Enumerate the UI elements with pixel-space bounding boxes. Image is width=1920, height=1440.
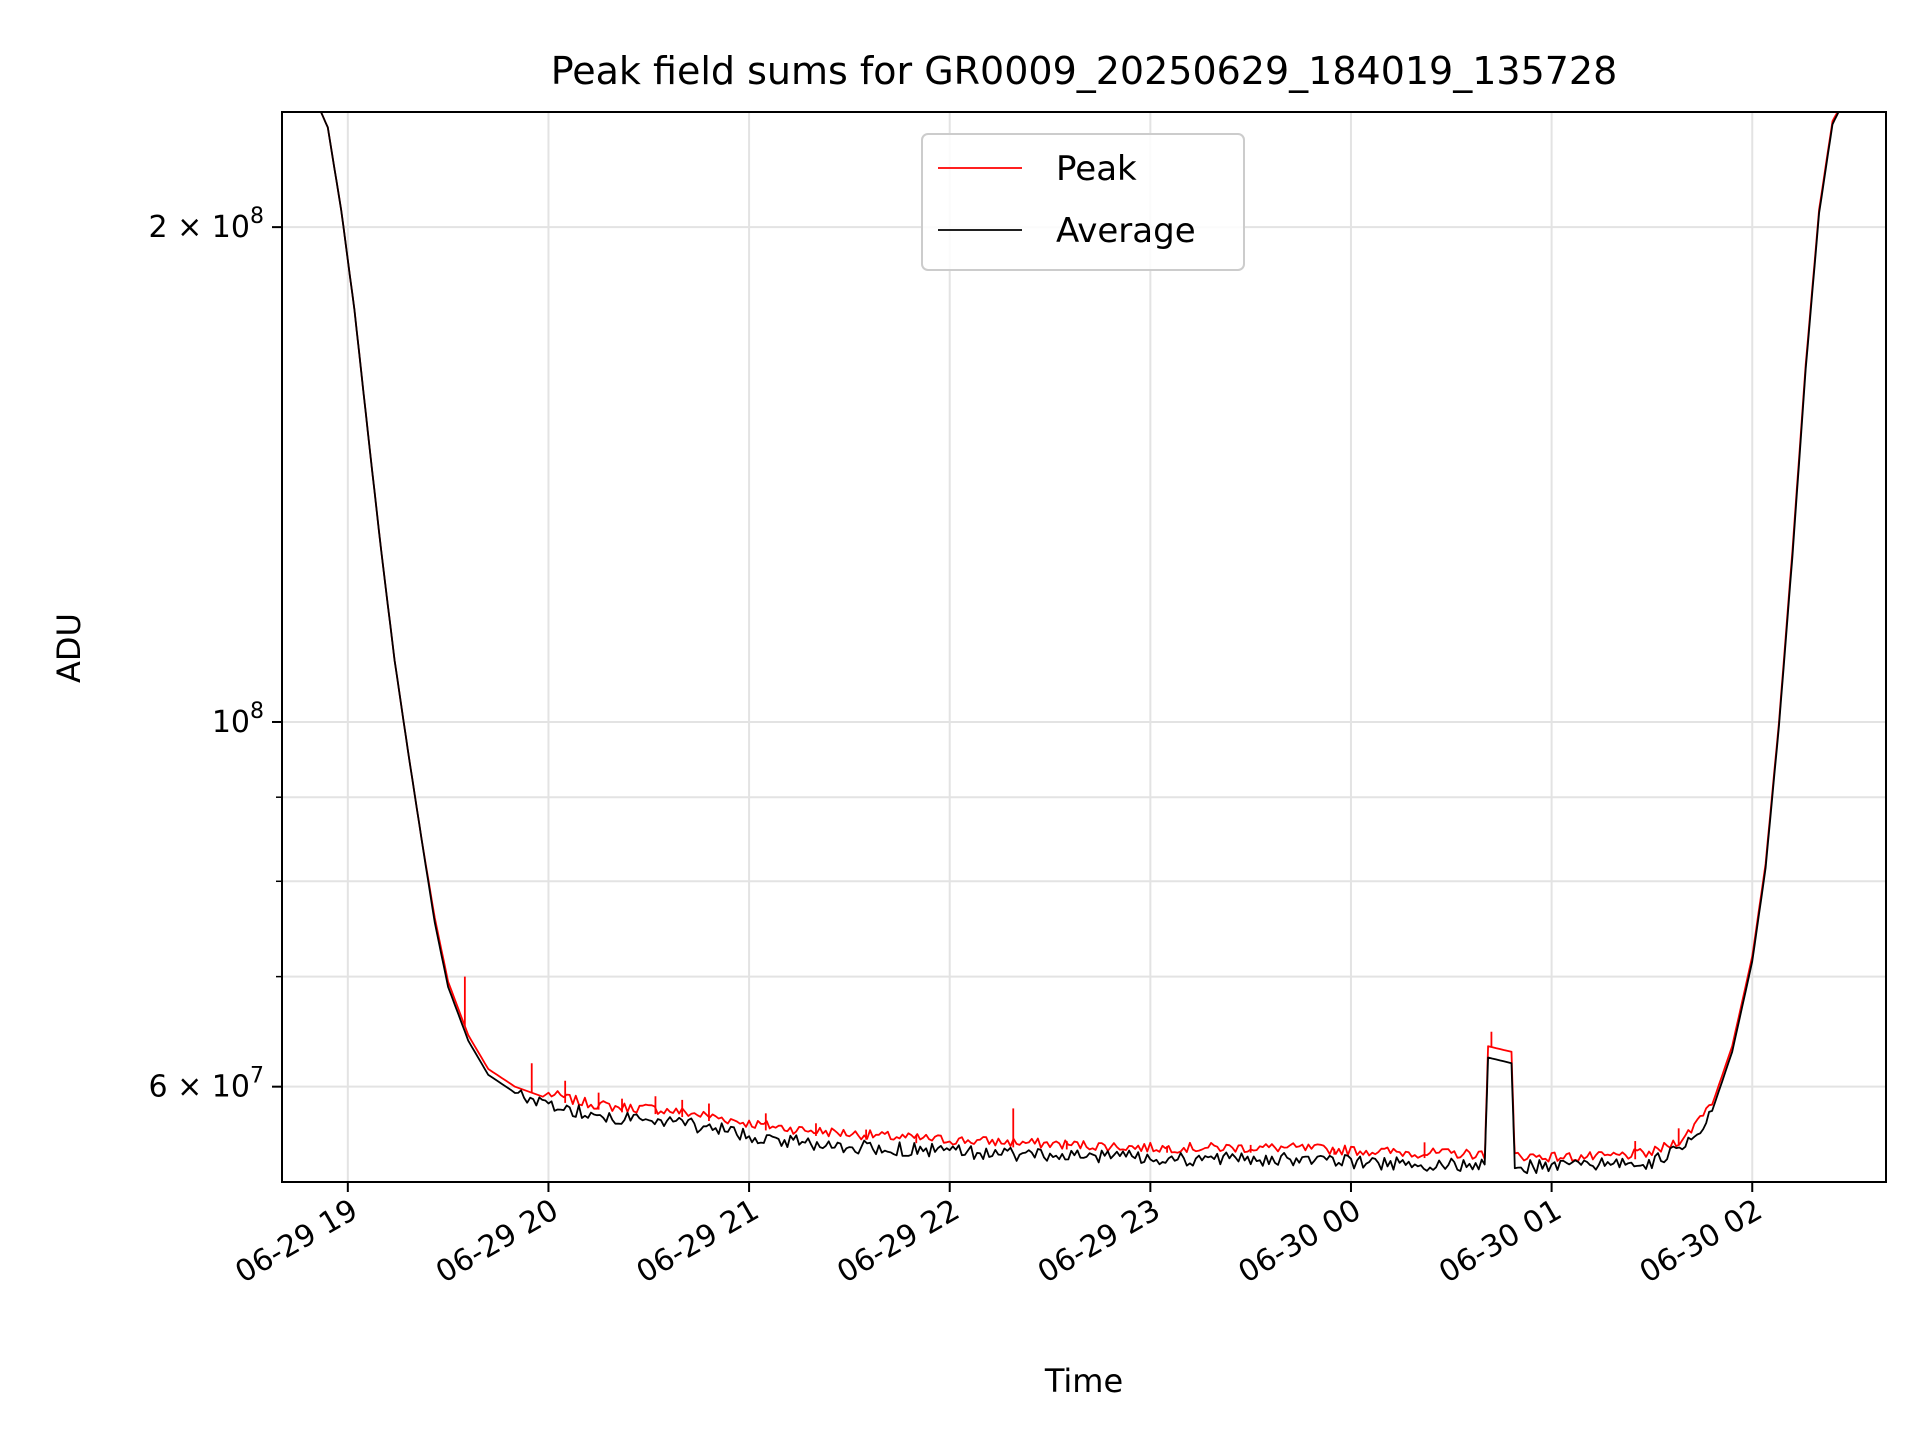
x-axis-label: Time: [1044, 1362, 1123, 1400]
y-tick-label: 108: [212, 699, 264, 740]
chart-title: Peak field sums for GR0009_20250629_1840…: [551, 49, 1618, 93]
y-tick-label: 2 × 108: [149, 204, 264, 245]
legend-label-average: Average: [1056, 211, 1196, 251]
plot-frame: [281, 111, 1887, 1183]
y-axis: 6 × 107 108 2 × 108: [149, 204, 282, 1105]
legend-label-peak: Peak: [1056, 149, 1137, 189]
series-line-peak: [320, 112, 1839, 1163]
y-tick-label: 6 × 107: [149, 1064, 264, 1105]
y-axis-label: ADU: [50, 613, 88, 683]
series-group: [320, 112, 1840, 1175]
legend: Peak Average: [921, 133, 1245, 271]
series-line-average: [320, 112, 1840, 1175]
